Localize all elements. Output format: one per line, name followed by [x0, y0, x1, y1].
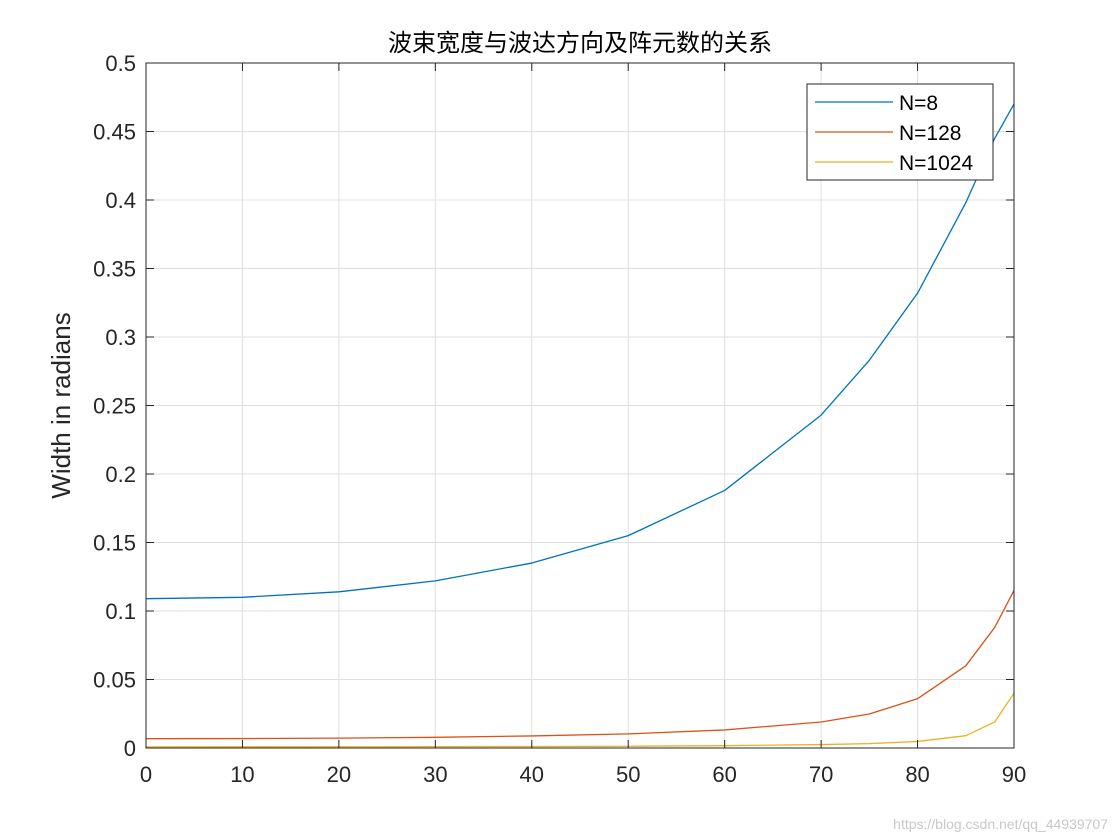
- watermark: https://blog.csdn.net/qq_44939707: [893, 816, 1108, 832]
- x-tick-label-8: 80: [905, 762, 929, 787]
- series-lines: [145, 103, 1015, 748]
- x-tick-label-9: 90: [1002, 762, 1026, 787]
- x-tick-label-3: 30: [423, 762, 447, 787]
- y-tick-label-7: 0.35: [93, 257, 136, 282]
- x-tick-label-4: 40: [520, 762, 544, 787]
- y-tick-label-0: 0: [124, 736, 136, 761]
- x-tick-label-2: 20: [327, 762, 351, 787]
- y-tick-label-2: 0.1: [105, 599, 136, 624]
- x-tick-label-6: 60: [712, 762, 736, 787]
- y-tick-label-4: 0.2: [105, 462, 136, 487]
- legend: N=8 N=128 N=1024: [806, 83, 994, 181]
- y-tick-label-8: 0.4: [105, 188, 136, 213]
- y-tick-label-9: 0.45: [93, 120, 136, 145]
- x-tick-label-5: 50: [616, 762, 640, 787]
- legend-label-2: N=128: [899, 122, 961, 145]
- y-tick-label-1: 0.05: [93, 668, 136, 693]
- series-line-1: [145, 103, 1015, 600]
- x-tick-label-7: 70: [809, 762, 833, 787]
- legend-label-3: N=1024: [899, 152, 973, 175]
- y-tick-label-6: 0.3: [105, 325, 136, 350]
- chart-title: 波束宽度与波达方向及阵元数的关系: [388, 29, 772, 57]
- series-line-2: [145, 590, 1015, 740]
- y-tick-label-5: 0.25: [93, 394, 136, 419]
- x-tick-label-1: 10: [230, 762, 254, 787]
- y-tick-label-10: 0.5: [105, 51, 136, 76]
- legend-label-1: N=8: [899, 92, 938, 115]
- y-tick-label-3: 0.15: [93, 531, 136, 556]
- y-axis-label: Width in radians: [46, 312, 76, 498]
- axis-ticks: 0 10 20 30 40 50 60 70 80 90 0 0.05 0.1 0.15 0.2 0.25 0.…: [93, 51, 1026, 787]
- x-tick-label-0: 0: [140, 762, 152, 787]
